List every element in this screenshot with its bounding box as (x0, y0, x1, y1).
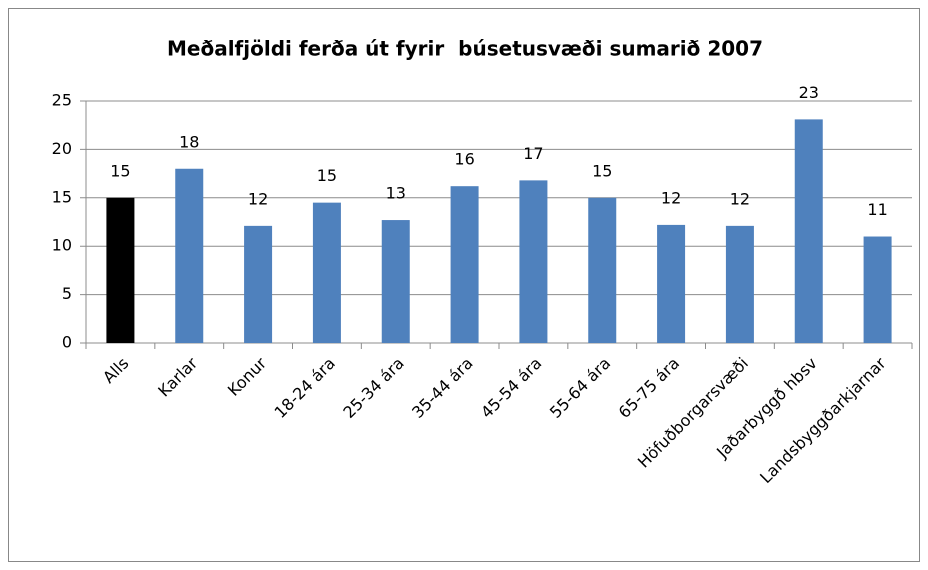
data-label: 11 (867, 200, 887, 219)
y-tick-label: 25 (52, 91, 72, 110)
bar (106, 197, 135, 343)
y-tick-label: 15 (52, 187, 72, 206)
chart-title: Meðalfjöldi ferða út fyrir búsetusvæði s… (167, 37, 763, 61)
bar (519, 180, 548, 343)
bar (381, 220, 410, 343)
y-tick-label: 10 (52, 236, 72, 255)
data-label: 18 (179, 132, 199, 151)
bar (175, 168, 204, 343)
bar (794, 119, 823, 343)
y-tick-label: 20 (52, 139, 72, 158)
data-label: 17 (523, 144, 543, 163)
bar (244, 225, 273, 343)
bar (588, 197, 617, 343)
bar (657, 224, 686, 343)
data-label: 23 (799, 83, 819, 102)
bar (863, 236, 892, 343)
bar (312, 202, 341, 343)
data-label: 12 (730, 189, 750, 208)
data-label: 15 (592, 161, 612, 180)
data-label: 16 (454, 150, 474, 169)
y-tick-label: 5 (62, 284, 72, 303)
bar (450, 186, 479, 343)
data-label: 12 (248, 189, 268, 208)
y-tick-label: 0 (62, 333, 72, 352)
data-label: 13 (386, 184, 406, 203)
bar (725, 225, 754, 343)
data-label: 15 (317, 166, 337, 185)
data-label: 15 (110, 161, 130, 180)
data-label: 12 (661, 188, 681, 207)
